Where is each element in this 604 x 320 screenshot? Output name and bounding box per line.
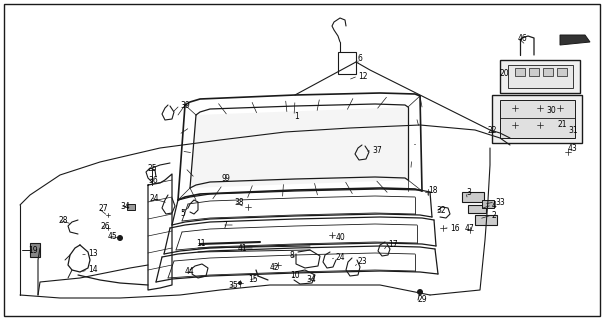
Text: 27: 27 [98, 204, 108, 212]
Text: 30: 30 [546, 106, 556, 115]
Text: 12: 12 [358, 71, 367, 81]
Text: 8: 8 [290, 251, 295, 260]
Circle shape [417, 289, 423, 295]
Text: 46: 46 [518, 34, 528, 43]
Text: 24: 24 [150, 194, 159, 203]
Text: 39: 39 [180, 100, 190, 109]
Bar [508, 65, 573, 88]
Bar [475, 215, 497, 225]
Text: 44: 44 [185, 268, 194, 276]
Text: 33: 33 [495, 197, 505, 206]
Bar [557, 68, 567, 76]
Text: 7: 7 [222, 220, 227, 229]
Text: 23: 23 [358, 258, 368, 267]
Bar [515, 68, 525, 76]
Text: 16: 16 [450, 223, 460, 233]
Text: 40: 40 [336, 233, 345, 242]
Text: 34: 34 [306, 276, 316, 284]
Text: 43: 43 [568, 143, 578, 153]
Text: 42: 42 [270, 262, 280, 271]
Text: 26: 26 [100, 221, 109, 230]
Bar [492, 95, 582, 143]
Text: 2: 2 [492, 211, 496, 220]
Text: 5: 5 [180, 209, 185, 218]
Text: 15: 15 [248, 276, 258, 284]
Text: 3: 3 [466, 188, 471, 196]
Text: 6: 6 [358, 53, 363, 62]
Bar [338, 52, 356, 74]
Text: 24: 24 [336, 252, 345, 261]
Text: 4: 4 [492, 201, 497, 210]
Text: 36: 36 [148, 175, 158, 185]
Text: 28: 28 [58, 215, 68, 225]
Bar [500, 100, 575, 138]
Text: 31: 31 [568, 125, 577, 134]
Text: 19: 19 [28, 245, 37, 254]
Bar [468, 205, 486, 213]
Polygon shape [190, 107, 408, 188]
Text: 29: 29 [418, 295, 428, 305]
Text: 35: 35 [228, 282, 238, 291]
Text: 13: 13 [88, 250, 98, 259]
Bar [462, 192, 484, 202]
Text: 32: 32 [436, 205, 446, 214]
Text: 21: 21 [558, 119, 568, 129]
Circle shape [117, 235, 123, 241]
Text: 9: 9 [222, 173, 227, 182]
Text: 14: 14 [88, 266, 98, 275]
Text: 37: 37 [372, 146, 382, 155]
Bar [543, 68, 553, 76]
Text: 47: 47 [465, 223, 475, 233]
Circle shape [238, 281, 242, 285]
Polygon shape [560, 35, 590, 45]
Bar [30, 243, 40, 257]
Text: 22: 22 [488, 125, 498, 134]
Bar [500, 60, 580, 93]
Text: 1: 1 [294, 111, 299, 121]
Text: 34: 34 [120, 202, 130, 211]
Text: 9: 9 [225, 173, 230, 182]
Bar [127, 204, 135, 210]
Text: 17: 17 [388, 239, 397, 249]
Text: 20: 20 [500, 68, 510, 77]
Text: 18: 18 [428, 186, 437, 195]
Bar [529, 68, 539, 76]
Text: 45: 45 [108, 231, 118, 241]
Text: 11: 11 [196, 238, 205, 247]
Text: 10: 10 [290, 271, 300, 281]
Text: 38: 38 [234, 197, 243, 206]
Bar [482, 200, 494, 208]
Text: 25: 25 [148, 164, 158, 172]
Text: 41: 41 [238, 244, 248, 252]
